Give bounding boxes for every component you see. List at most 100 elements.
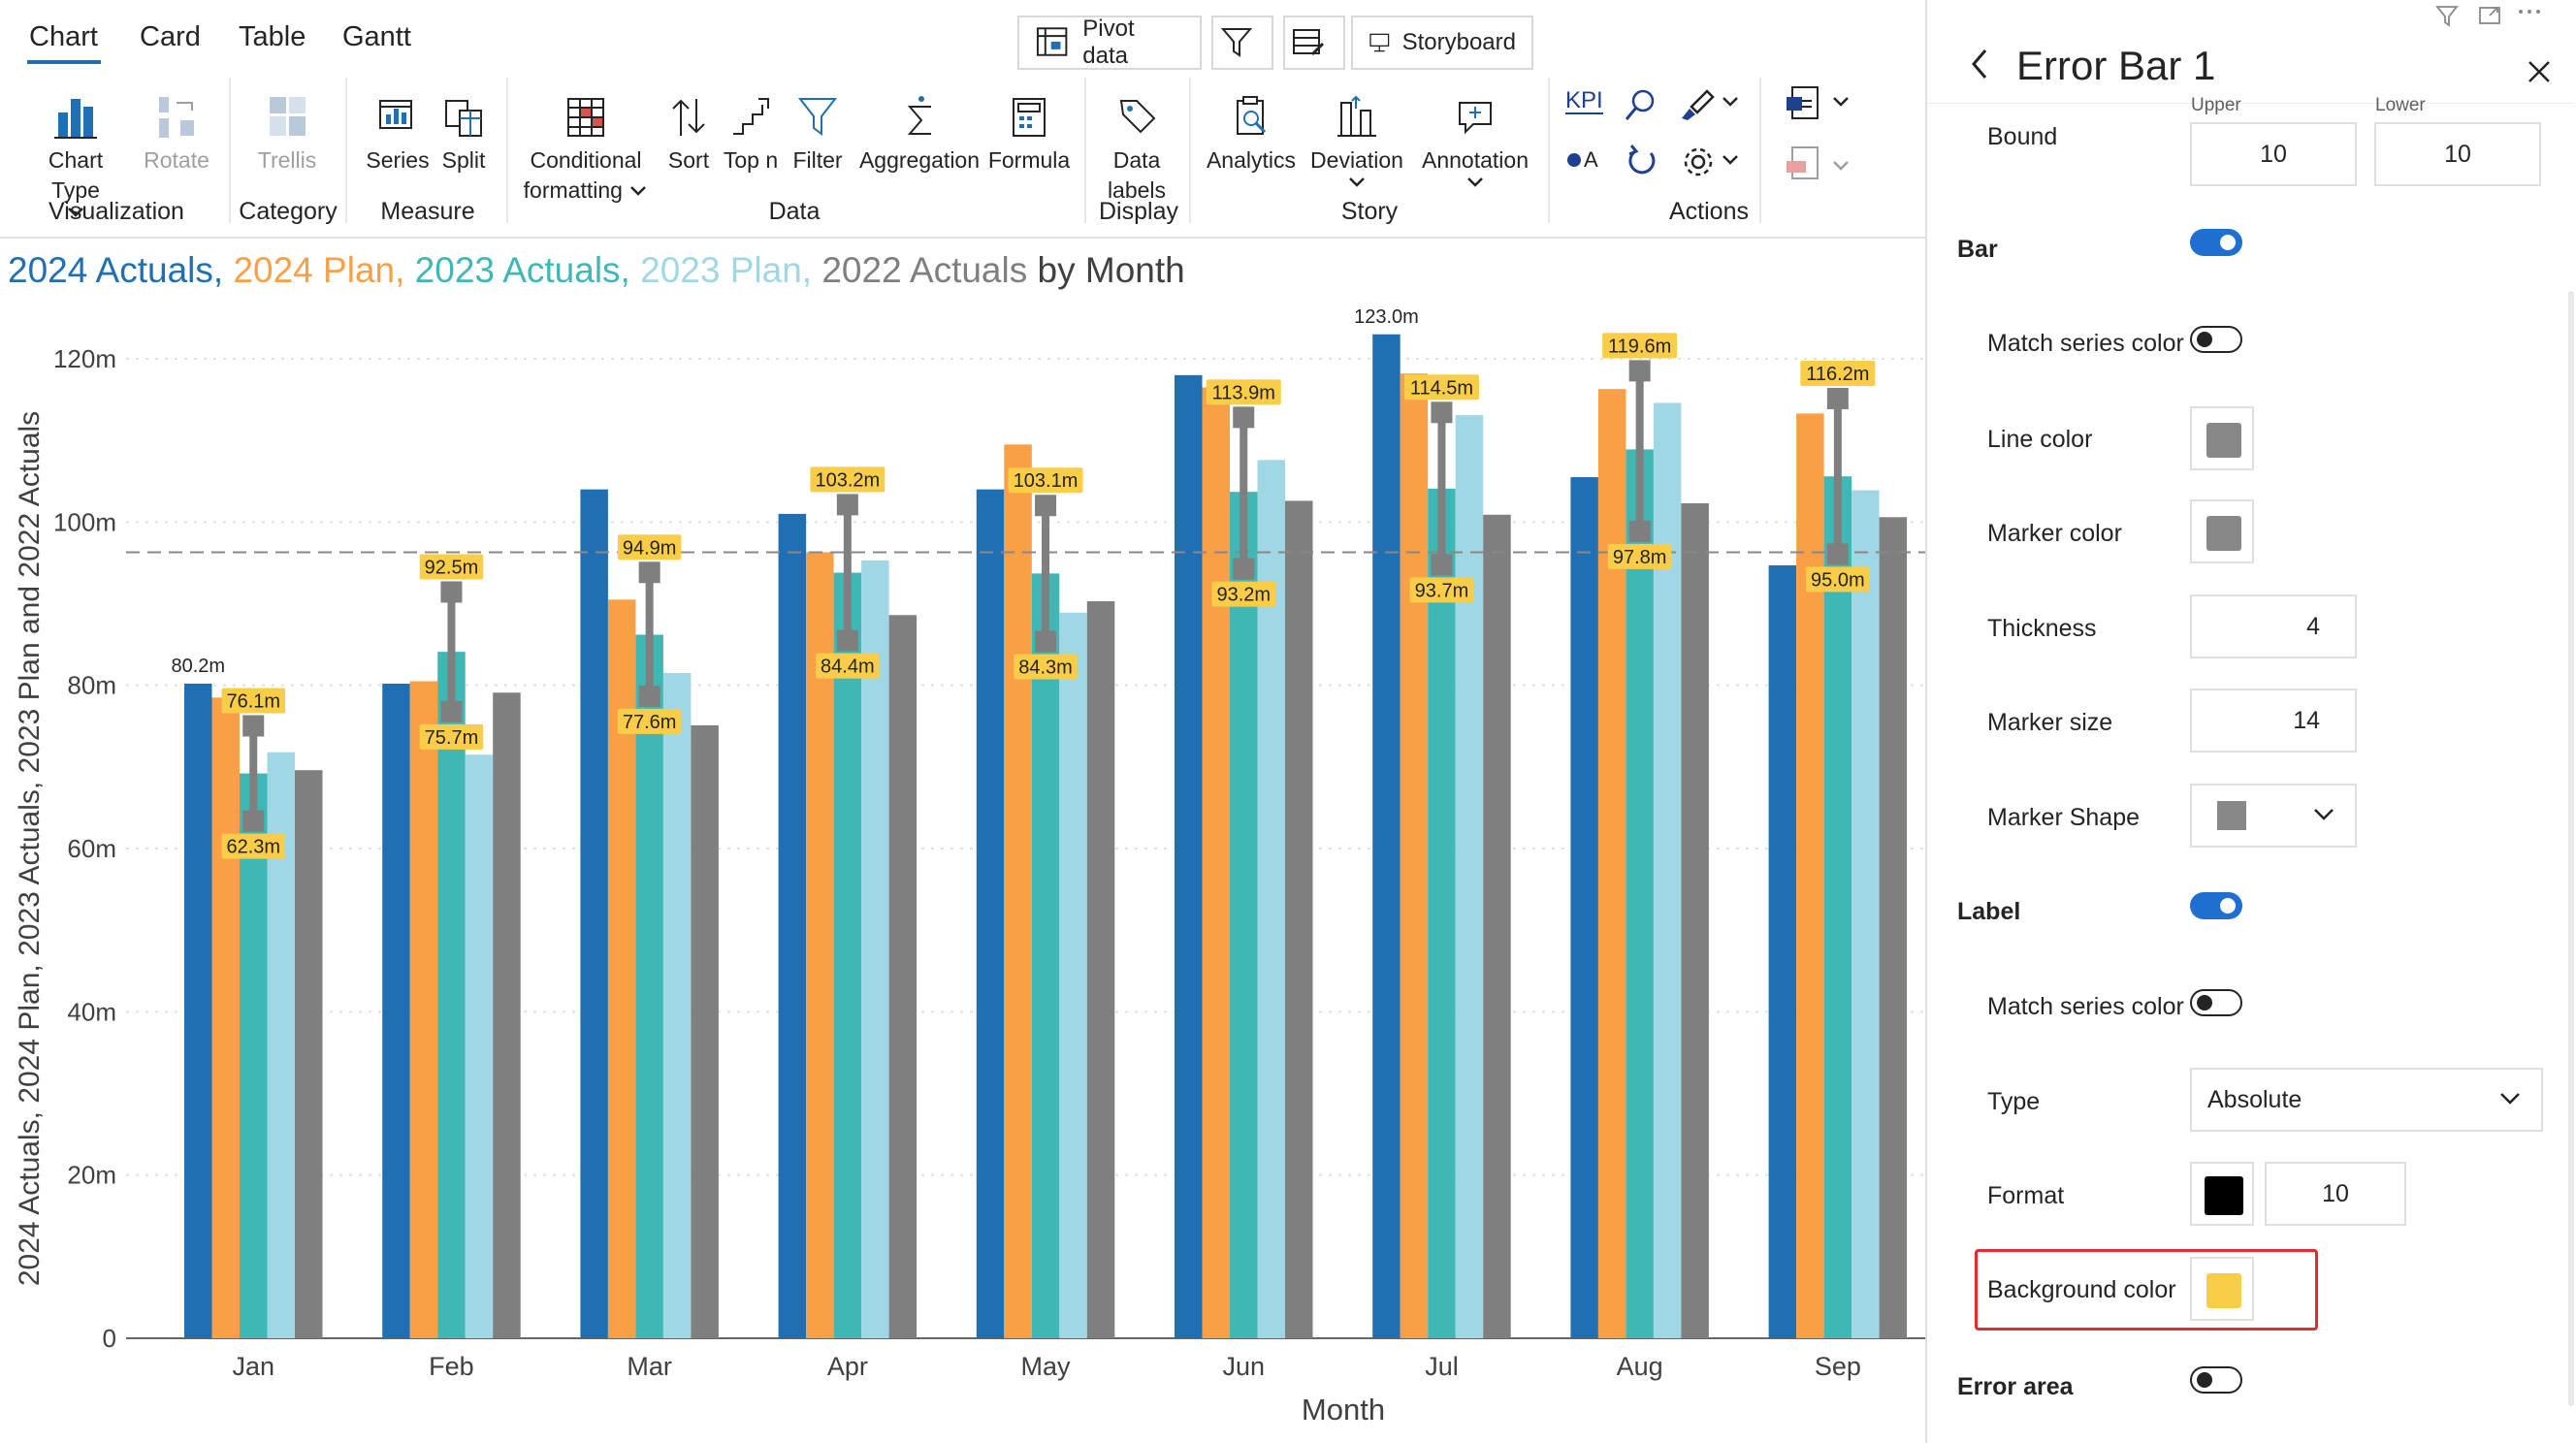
error-label-background <box>419 554 484 580</box>
filter-gear-icon <box>1220 28 1253 57</box>
tab-card[interactable]: Card <box>140 21 201 52</box>
split-button[interactable]: Split <box>427 81 500 176</box>
pivot-data-button[interactable]: Pivot data <box>1017 16 1202 70</box>
bar-2024-actuals <box>184 683 212 1338</box>
series-label: Series <box>366 147 430 173</box>
pdf-icon[interactable] <box>1783 144 1823 184</box>
upper-bound-input[interactable]: 10 <box>2190 122 2357 186</box>
y-tick-label: 0 <box>103 1324 116 1353</box>
table-edit-button[interactable] <box>1283 16 1345 70</box>
bar-2022-actuals <box>1086 600 1115 1338</box>
filter-button[interactable]: Filter <box>784 81 852 176</box>
series-button[interactable]: Series <box>359 81 436 176</box>
bar-toggle[interactable] <box>2190 229 2242 256</box>
tab-chart[interactable]: Chart <box>29 21 98 52</box>
paint-brush-icon[interactable] <box>1678 85 1717 124</box>
bar-2022-actuals <box>888 615 918 1338</box>
error-label-background <box>816 653 880 679</box>
series-icon <box>376 81 419 140</box>
bar-2023-plan <box>1653 402 1682 1338</box>
chevron-down-icon <box>2314 809 2334 820</box>
tab-table[interactable]: Table <box>239 21 306 52</box>
type-dropdown[interactable]: Absolute <box>2190 1068 2543 1132</box>
ribbon-separator <box>506 78 508 223</box>
match-series-color-toggle[interactable] <box>2190 326 2242 353</box>
search-icon[interactable] <box>1622 85 1660 124</box>
chevron-down-icon[interactable] <box>1721 95 1740 109</box>
label-match-series-color-toggle[interactable] <box>2190 989 2242 1016</box>
sort-button[interactable]: Sort <box>660 81 718 176</box>
aggregation-button[interactable]: Aggregation <box>853 81 985 176</box>
error-bar-upper-marker <box>1628 360 1651 382</box>
filter-settings-button[interactable] <box>1211 16 1273 70</box>
label-section-label: Label <box>1957 898 2021 925</box>
analytics-button[interactable]: Analytics <box>1201 81 1302 176</box>
storyboard-label: Storyboard <box>1401 29 1516 55</box>
error-bar-upper-marker <box>638 561 660 584</box>
kpi-button[interactable]: KPI <box>1565 89 1603 114</box>
marker-size-input[interactable]: 14 <box>2190 689 2357 753</box>
bar-2023-plan <box>1852 490 1880 1339</box>
deviation-button[interactable]: Deviation <box>1304 81 1410 189</box>
panel-scrollbar[interactable] <box>2568 291 2574 1406</box>
y-axis-title: 2024 Actuals, 2024 Plan, 2023 Actuals, 2… <box>14 411 46 1286</box>
kpi-a-button[interactable]: A <box>1567 147 1598 173</box>
chevron-down-icon[interactable] <box>1831 95 1851 109</box>
more-options-icon[interactable] <box>2515 2 2544 21</box>
background-color-label: Background color <box>1987 1276 2176 1303</box>
trellis-icon <box>266 81 308 140</box>
lower-bound-input[interactable]: 10 <box>2374 122 2541 186</box>
error-area-toggle[interactable] <box>2190 1366 2242 1394</box>
top-n-button[interactable]: Top n <box>714 81 788 176</box>
storyboard-button[interactable]: Storyboard <box>1351 16 1533 70</box>
thickness-input[interactable]: 4 <box>2190 594 2357 658</box>
chart-type-button[interactable]: Chart Type <box>21 81 130 219</box>
bar-2022-actuals <box>691 724 719 1338</box>
export-icon[interactable] <box>1783 83 1823 124</box>
settings-gear-icon[interactable] <box>1680 144 1717 180</box>
background-color-picker[interactable] <box>2190 1257 2254 1321</box>
back-chevron-icon[interactable] <box>1966 47 1995 81</box>
annotation-button[interactable]: Annotation <box>1418 81 1532 189</box>
chevron-down-icon[interactable] <box>1721 153 1740 167</box>
error-area-label: Error area <box>1957 1373 2074 1400</box>
label-toggle[interactable] <box>2190 892 2242 919</box>
match-series-color-label: Match series color <box>1987 330 2184 357</box>
rotate-label: Rotate <box>144 147 209 173</box>
error-bar-lower-marker <box>1035 630 1057 653</box>
tab-gantt[interactable]: Gantt <box>342 21 411 52</box>
bar-2024-actuals <box>1372 334 1401 1338</box>
line-color-picker[interactable] <box>2190 406 2254 470</box>
bound-label: Bound <box>1987 123 2058 150</box>
top-n-label: Top n <box>723 147 779 173</box>
error-bar-lower-marker <box>1826 543 1849 565</box>
error-bar-lower-marker <box>242 810 265 832</box>
close-icon[interactable] <box>2526 58 2553 85</box>
format-size-input[interactable]: 10 <box>2265 1162 2406 1226</box>
chart-type-icon <box>54 81 97 140</box>
data-labels-button[interactable]: Data labels <box>1098 81 1175 206</box>
conditional-formatting-button[interactable]: Conditional formatting <box>514 81 658 206</box>
toggle-knob <box>2220 898 2236 914</box>
marker-shape-dropdown[interactable] <box>2190 784 2357 848</box>
error-lower-label: 84.4m <box>821 657 875 678</box>
ribbon-separator <box>1759 78 1761 223</box>
filter-icon[interactable] <box>2433 2 2461 29</box>
focus-mode-icon[interactable] <box>2476 2 2503 29</box>
formula-button[interactable]: Formula <box>985 81 1073 176</box>
refresh-icon[interactable] <box>1622 142 1660 180</box>
trellis-button[interactable]: Trellis <box>248 81 326 176</box>
error-bar-lower-marker <box>836 629 858 652</box>
bar-2024-actuals <box>382 683 410 1338</box>
chart-title-part: 2024 Plan, <box>233 250 415 290</box>
rotate-button[interactable]: Rotate <box>138 81 215 176</box>
thickness-label: Thickness <box>1987 615 2097 642</box>
error-upper-label: 113.9m <box>1212 382 1275 403</box>
marker-size-label: Marker size <box>1987 709 2113 736</box>
bar-2022-actuals <box>295 770 323 1338</box>
marker-color-picker[interactable] <box>2190 499 2254 563</box>
chevron-down-icon[interactable] <box>1831 159 1851 173</box>
format-color-picker[interactable] <box>2190 1162 2254 1226</box>
split-icon <box>442 81 485 140</box>
label-match-series-color-label: Match series color <box>1987 993 2184 1020</box>
